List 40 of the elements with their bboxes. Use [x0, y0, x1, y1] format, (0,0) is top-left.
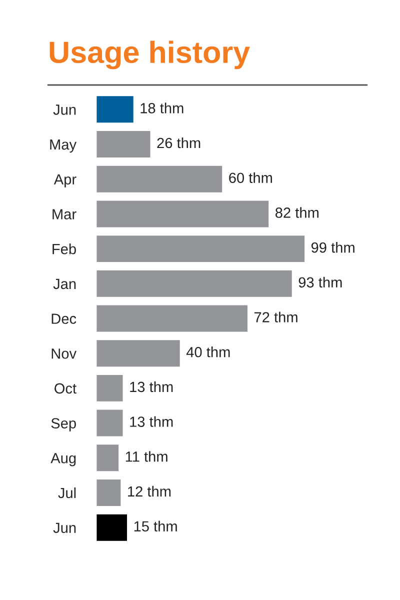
y-tick-label: Aug [50, 453, 76, 466]
y-tick-label: Jun [53, 104, 76, 115]
data-label: 18 thm [140, 102, 184, 114]
y-tick-label: Oct [54, 383, 76, 394]
data-label: 12 thm [128, 486, 171, 497]
y-tick-label: Mar [52, 209, 76, 220]
data-label: 82 thm [275, 207, 318, 218]
data-label: 13 thm [130, 416, 173, 427]
bar [96, 408, 124, 438]
data-label: 15 thm [134, 520, 177, 532]
bar [96, 512, 128, 542]
bar [96, 234, 306, 264]
data-label: 99 thm [311, 242, 354, 253]
chart-title: Usage history [50, 40, 250, 70]
y-tick-label: Sep [51, 418, 76, 432]
data-label: 13 thm [130, 381, 173, 392]
bar [96, 94, 135, 124]
bar [96, 338, 182, 368]
y-tick-label: Apr [54, 174, 76, 188]
bar [96, 478, 122, 508]
bar [96, 304, 249, 334]
data-label: 40 thm [186, 346, 230, 358]
bar [96, 130, 152, 159]
bar [96, 199, 270, 229]
bar [96, 374, 124, 403]
bar [96, 269, 294, 298]
data-label: 26 thm [157, 137, 200, 148]
data-label: 11 thm [126, 451, 168, 462]
bar [96, 443, 120, 473]
y-tick-label: May [50, 140, 77, 153]
y-tick-label: Dec [52, 314, 76, 324]
bar [96, 164, 224, 194]
y-tick-label: Feb [52, 244, 76, 254]
y-tick-label: Jun [53, 522, 76, 534]
y-tick-label: Jan [53, 278, 76, 290]
data-label: 72 thm [254, 312, 298, 322]
y-tick-label: Jul [58, 487, 76, 498]
data-label: 93 thm [298, 276, 342, 288]
data-label: 60 thm [229, 172, 272, 184]
y-tick-label: Nov [52, 348, 77, 359]
